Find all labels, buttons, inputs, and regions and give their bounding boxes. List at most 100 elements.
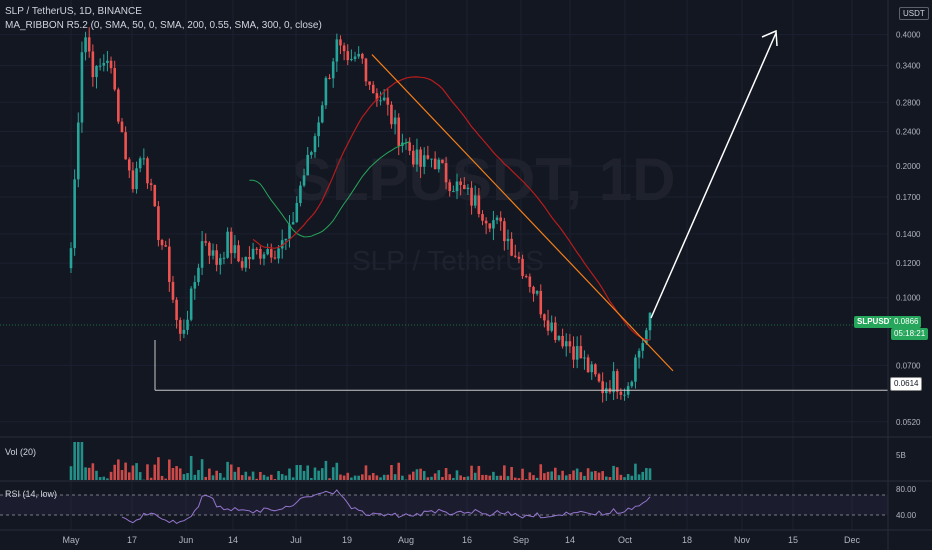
currency-badge[interactable]: USDT — [899, 7, 929, 20]
volume-bar — [87, 467, 91, 480]
candle-body — [189, 288, 193, 320]
volume-bar — [168, 459, 171, 480]
volume-bar — [197, 470, 200, 480]
volume-bar — [594, 470, 597, 480]
candle-body — [484, 220, 488, 224]
volume-bar — [186, 473, 189, 480]
volume-label[interactable]: Vol (20) — [5, 447, 37, 457]
candle-body — [142, 158, 146, 160]
candle-body — [342, 45, 346, 52]
x-tick-label: 18 — [682, 535, 692, 545]
candle-body — [117, 89, 120, 122]
candle-body — [601, 381, 604, 394]
volume-bar — [248, 476, 251, 480]
volume-bar — [102, 476, 106, 480]
candle-body — [233, 245, 237, 254]
volume-bar — [470, 465, 473, 480]
candle-body — [597, 374, 601, 382]
volume-bar — [295, 465, 299, 480]
volume-bar — [350, 477, 353, 480]
indicator-legend[interactable]: MA_RIBBON R5.2 (0, SMA, 50, 0, SMA, 200,… — [5, 20, 322, 31]
volume-bar — [422, 471, 426, 480]
volume-bar — [124, 462, 127, 480]
volume-bar — [379, 477, 382, 480]
volume-bar — [375, 475, 379, 480]
rsi-tick-label: 40.00 — [896, 511, 917, 520]
y-tick-label: 0.1400 — [896, 230, 921, 239]
volume-bar — [641, 471, 645, 480]
candle-body — [557, 335, 561, 340]
candle-body — [528, 276, 532, 287]
volume-bar — [554, 467, 557, 480]
candle-body — [284, 238, 288, 241]
candle-body — [612, 371, 615, 393]
candle-body — [422, 155, 426, 167]
candle-body — [113, 68, 116, 90]
candle-body — [543, 314, 546, 321]
volume-bar — [648, 468, 652, 480]
volume-bar — [601, 471, 604, 480]
volume-bar — [339, 474, 342, 480]
volume-bar — [506, 476, 510, 480]
volume-bar — [626, 474, 630, 480]
candle-body — [168, 246, 171, 282]
volume-bar — [459, 475, 462, 480]
candle-body — [390, 104, 393, 125]
candle-body — [237, 245, 240, 262]
volume-bar — [452, 477, 455, 480]
candle-body — [331, 61, 335, 79]
y-tick-label: 0.0520 — [896, 418, 921, 427]
volume-bar — [462, 476, 466, 480]
volume-bar — [550, 471, 553, 480]
symbol-price-badge: SLPUSDT — [854, 316, 898, 328]
candle-body — [382, 97, 386, 101]
volume-bar — [386, 474, 390, 480]
candle-body — [357, 53, 360, 57]
volume-bar — [229, 464, 233, 480]
candle-body — [521, 258, 524, 277]
volume-bar — [219, 473, 222, 480]
candle-body — [437, 159, 441, 170]
candle-body — [299, 185, 302, 204]
chart-title[interactable]: SLP / TetherUS, 1D, BINANCE — [5, 6, 142, 17]
candle-body — [462, 184, 466, 190]
candle-body — [291, 222, 295, 225]
x-tick-label: 14 — [565, 535, 575, 545]
volume-bar — [477, 465, 481, 480]
candle-body — [215, 250, 218, 265]
candle-body — [335, 39, 339, 62]
volume-bar — [335, 462, 339, 480]
volume-bar — [401, 475, 404, 480]
volume-bar — [535, 477, 539, 480]
candle-body — [69, 248, 73, 269]
volume-bar — [222, 477, 226, 480]
volume-bar — [579, 472, 583, 480]
volume-bar — [200, 459, 204, 480]
volume-bar — [109, 471, 113, 480]
volume-bar — [262, 474, 266, 480]
volume-bar — [437, 470, 441, 480]
bar-countdown-badge: 05:18:21 — [891, 328, 929, 340]
volume-bar — [135, 463, 138, 480]
rsi-label[interactable]: RSI (14, low) — [5, 489, 58, 499]
volume-bar — [393, 474, 397, 480]
volume-bar — [630, 475, 634, 480]
candle-body — [277, 248, 280, 259]
volume-bar — [84, 467, 87, 480]
volume-bar — [251, 471, 255, 480]
candle-body — [368, 81, 371, 85]
volume-bar — [597, 472, 601, 480]
candle-body — [630, 381, 634, 387]
candle-body — [397, 117, 401, 146]
volume-bar — [495, 475, 499, 480]
volume-bar — [331, 467, 335, 480]
candle-body — [466, 187, 470, 190]
candle-body — [448, 182, 452, 192]
candle-body — [379, 100, 382, 102]
candle-body — [87, 37, 91, 52]
volume-bar — [138, 472, 142, 480]
candle-body — [433, 158, 437, 170]
candle-body — [171, 281, 175, 300]
descending-trendline — [371, 54, 674, 372]
